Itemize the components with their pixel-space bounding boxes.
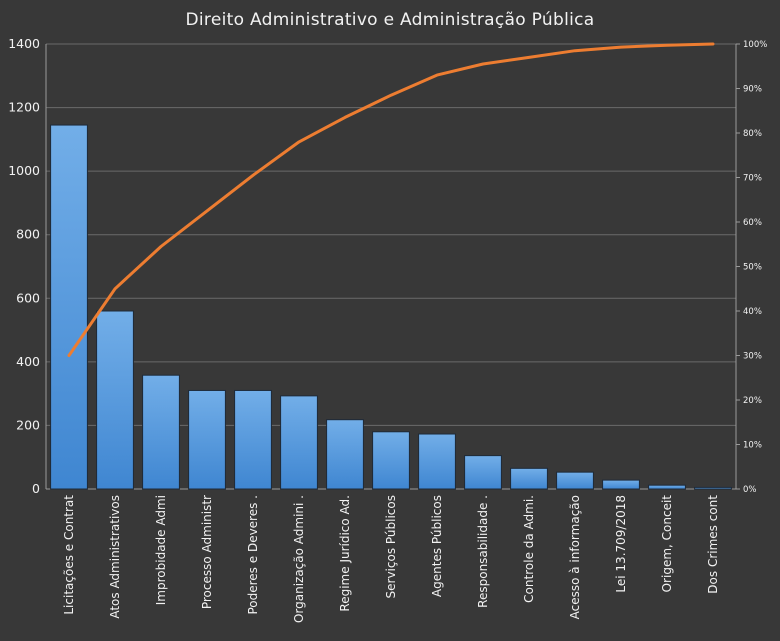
x-category-label: Organização Admini . (292, 495, 306, 623)
y2-tick-label: 30% (743, 352, 762, 362)
bar (326, 419, 364, 490)
x-category-label: Responsabilidade . (476, 495, 490, 608)
x-category-label: Licitações e Contrat (62, 495, 76, 615)
cumulative-line (67, 42, 715, 357)
y2-tick-label: 0% (743, 485, 757, 495)
x-category-label: Origem, Conceit (660, 495, 674, 593)
x-category-label: Regime Jurídico Ad. (338, 495, 352, 612)
x-category-label: Lei 13.709/2018 (614, 495, 628, 593)
x-category-label: Poderes e Deveres . (246, 495, 260, 615)
bar (510, 467, 548, 490)
cumulative-line-series (67, 42, 715, 357)
y-tick-label: 200 (16, 417, 40, 432)
y2-tick-label: 100% (743, 40, 767, 50)
bar (188, 389, 226, 490)
x-category-label: Atos Administrativos (108, 495, 122, 619)
bar (602, 479, 640, 490)
bar (464, 455, 502, 490)
bar (142, 374, 180, 490)
bar (234, 389, 272, 490)
bar (96, 310, 134, 490)
y2-tick-label: 60% (743, 218, 762, 228)
y-tick-label: 800 (16, 227, 40, 242)
y-tick-label: 0 (32, 481, 40, 496)
x-category-label: Serviços Públicos (384, 495, 398, 598)
right-axis: 0% 10% 20% 30% 40% 50% 60% 70% 80% 90% 100% (735, 40, 767, 495)
category-labels: Licitações e Contrat Atos Administrativos… (62, 495, 720, 623)
y2-tick-label: 20% (743, 396, 762, 406)
bar (372, 431, 410, 490)
y-tick-label: 600 (16, 290, 40, 305)
y2-tick-label: 40% (743, 307, 762, 317)
bar (694, 486, 732, 490)
x-category-label: Improbidade Admi (154, 495, 168, 605)
bar (418, 433, 456, 490)
bar (50, 124, 88, 490)
y2-tick-label: 70% (743, 174, 762, 184)
x-category-label: Processo Administr (200, 495, 214, 609)
y-tick-label: 1200 (8, 100, 40, 115)
bar (280, 395, 318, 490)
bar (556, 471, 594, 490)
bar (648, 484, 686, 490)
bar-series (50, 124, 732, 490)
y-tick-label: 400 (16, 354, 40, 369)
y2-tick-label: 80% (743, 129, 762, 139)
y-tick-label: 1400 (8, 36, 40, 51)
y2-tick-label: 90% (743, 85, 762, 95)
x-category-label: Dos Crimes cont (706, 495, 720, 594)
y-tick-label: 1000 (8, 163, 40, 178)
x-category-label: Agentes Públicos (430, 495, 444, 597)
x-category-label: Acesso à informação (568, 495, 582, 619)
chart-title: Direito Administrativo e Administração P… (186, 10, 595, 30)
y2-tick-label: 10% (743, 441, 762, 451)
x-category-label: Controle da Admi. (522, 495, 536, 603)
y2-tick-label: 50% (743, 263, 762, 273)
